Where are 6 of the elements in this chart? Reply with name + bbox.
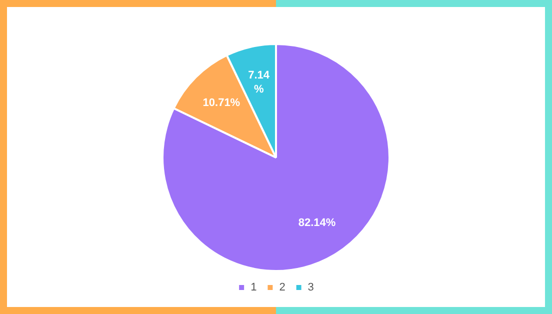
legend-label: 3	[308, 282, 314, 294]
legend-label: 2	[279, 282, 286, 294]
legend-label: 1	[250, 282, 257, 294]
data-label: 10.71%	[202, 96, 240, 109]
data-label: 7.14%	[248, 69, 270, 96]
data-label: 82.14%	[298, 216, 336, 229]
